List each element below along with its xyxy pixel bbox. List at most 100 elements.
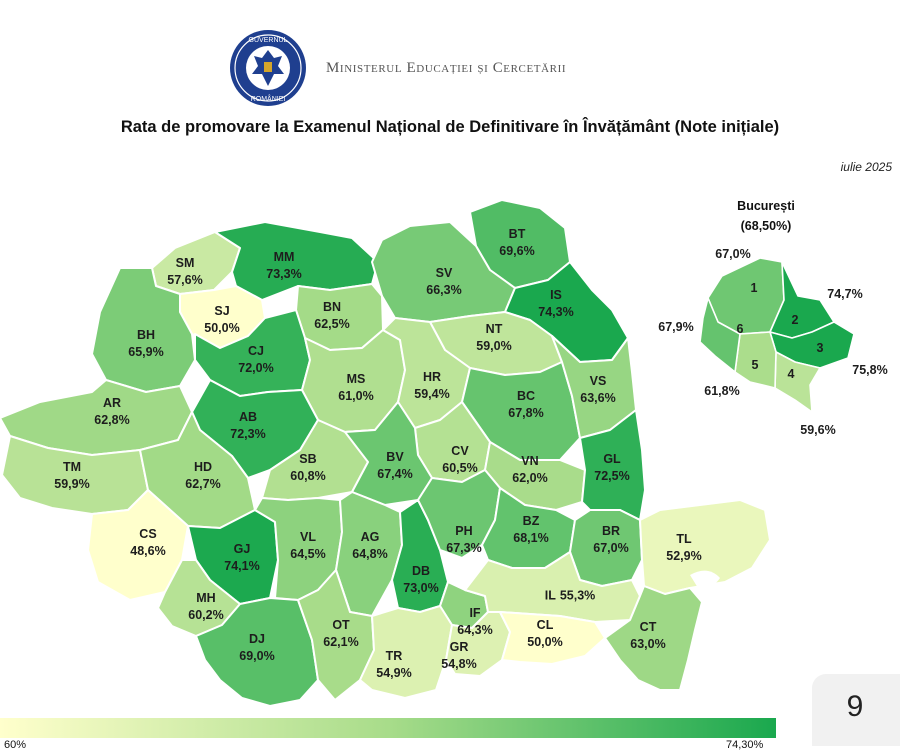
county-code: VN <box>521 454 539 468</box>
county-rate: 54,9% <box>376 666 412 680</box>
bucharest-sector-number: 2 <box>791 313 799 327</box>
county-rate: 57,6% <box>167 273 203 287</box>
legend-color-scale <box>0 718 776 738</box>
svg-text:GUVERNUL: GUVERNUL <box>249 37 288 44</box>
page-number-tab: 9 <box>812 674 900 746</box>
county-label-nt: NT 59,0% <box>476 321 511 355</box>
county-rate: 63,0% <box>630 637 666 651</box>
county-rate: 62,1% <box>323 635 359 649</box>
county-label-cj: CJ 72,0% <box>238 343 273 377</box>
county-label-ot: OT 62,1% <box>323 617 358 651</box>
county-rate: 50,0% <box>204 321 240 335</box>
county-label-vl: VL 64,5% <box>290 529 325 563</box>
county-rate: 65,9% <box>128 345 164 359</box>
county-cl <box>499 611 606 665</box>
county-code: MH <box>196 591 216 605</box>
county-code: MS <box>346 372 366 386</box>
bucharest-sector-6 <box>699 297 741 373</box>
county-rate: 61,0% <box>338 389 374 403</box>
county-code: CV <box>451 444 469 458</box>
county-code: DB <box>411 564 431 578</box>
bucharest-sector-rate: 67,9% <box>658 320 694 334</box>
county-label-cl: CL 50,0% <box>527 617 562 651</box>
county-rate: 60,5% <box>442 461 478 475</box>
county-rate: 54,8% <box>441 657 477 671</box>
county-code: SB <box>299 452 317 466</box>
county-rate: 67,8% <box>508 406 544 420</box>
county-label-gr: GR 54,8% <box>441 639 476 673</box>
county-label-ab: AB 72,3% <box>230 409 265 443</box>
county-code: VL <box>300 530 316 544</box>
county-label-bz: BZ 68,1% <box>513 513 548 547</box>
bucharest-sector-rate: 67,0% <box>715 247 751 261</box>
svg-text:ROMÂNIEI: ROMÂNIEI <box>251 94 286 103</box>
ministry-name: Ministerul Educației și Cercetării <box>326 59 567 76</box>
county-rate: 62,7% <box>185 477 221 491</box>
county-label-ct: CT 63,0% <box>630 619 665 653</box>
county-label-is: IS 74,3% <box>538 287 573 321</box>
county-rate: 63,6% <box>580 391 616 405</box>
county-label-gl: GL 72,5% <box>594 451 629 485</box>
bucharest-title: București (68,50%) <box>737 196 795 236</box>
county-label-br: BR 67,0% <box>593 523 628 557</box>
danube-delta-lake <box>690 570 720 589</box>
county-code: MM <box>273 250 295 264</box>
county-tr <box>359 605 453 699</box>
county-rate: 48,6% <box>130 544 166 558</box>
county-rate: 67,0% <box>593 541 629 555</box>
county-label-cs: CS 48,6% <box>130 526 165 560</box>
county-label-sb: SB 60,8% <box>290 451 325 485</box>
county-code: TM <box>62 460 82 474</box>
county-rate: 72,5% <box>594 469 630 483</box>
bucharest-sector-number: 1 <box>750 281 758 295</box>
county-rate: 62,0% <box>512 471 548 485</box>
county-label-hr: HR 59,4% <box>414 369 449 403</box>
bucharest-sector-4 <box>774 351 821 413</box>
county-label-bv: BV 67,4% <box>377 449 412 483</box>
county-code: CS <box>139 527 157 541</box>
county-code: AB <box>238 410 258 424</box>
county-rate: 72,0% <box>238 361 274 375</box>
county-label-mm: MM 73,3% <box>266 249 301 283</box>
county-code: CJ <box>248 344 264 358</box>
county-rate: 66,3% <box>426 283 462 297</box>
header: GUVERNUL ROMÂNIEI Ministerul Educației ș… <box>228 28 566 108</box>
county-rate: 64,8% <box>352 547 388 561</box>
county-label-bt: BT 69,6% <box>499 226 534 260</box>
county-rate: 62,8% <box>94 413 130 427</box>
county-label-ph: PH 67,3% <box>446 523 481 557</box>
county-code: OT <box>332 618 350 632</box>
county-rate: 67,4% <box>377 467 413 481</box>
county-code: BR <box>601 524 621 538</box>
county-code: GR <box>449 640 469 654</box>
county-rate: 73,3% <box>266 267 302 281</box>
bucharest-sector-number: 6 <box>736 322 744 336</box>
county-label-tm: TM 59,9% <box>54 459 89 493</box>
county-code: GL <box>603 452 621 466</box>
county-label-mh: MH 60,2% <box>188 590 223 624</box>
county-label-tl: TL 52,9% <box>666 531 701 565</box>
county-code: BZ <box>522 514 540 528</box>
county-code: IL <box>544 588 556 603</box>
county-code: IF <box>469 606 481 620</box>
county-rate: 69,6% <box>499 244 535 258</box>
county-ct <box>604 585 703 691</box>
county-code: VS <box>589 374 607 388</box>
county-code: CL <box>536 618 554 632</box>
county-code: CT <box>639 620 657 634</box>
bucharest-sector-number: 4 <box>787 367 795 381</box>
county-rate: 74,1% <box>224 559 260 573</box>
county-label-sm: SM 57,6% <box>167 255 202 289</box>
county-code: HD <box>193 460 213 474</box>
county-label-vs: VS 63,6% <box>580 373 615 407</box>
county-code: TR <box>385 649 403 663</box>
county-code: BT <box>508 227 526 241</box>
county-label-bh: BH 65,9% <box>128 327 163 361</box>
county-code: SM <box>175 256 195 270</box>
county-code: PH <box>455 524 473 538</box>
bucharest-sector-rate: 61,8% <box>704 384 740 398</box>
bucharest-sector-number: 3 <box>816 341 824 355</box>
county-rate: 62,5% <box>314 317 350 331</box>
county-code: BN <box>322 300 342 314</box>
